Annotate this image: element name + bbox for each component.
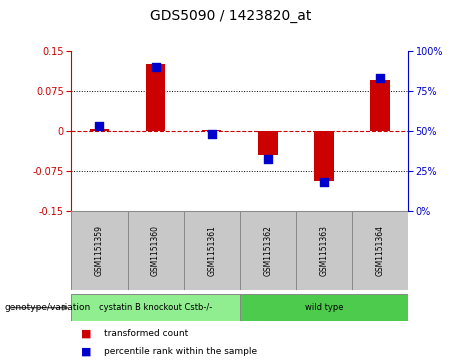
Point xyxy=(152,64,160,70)
Bar xyxy=(71,211,128,290)
Bar xyxy=(370,80,390,131)
Point xyxy=(320,179,327,185)
Point xyxy=(264,156,272,162)
Bar xyxy=(258,131,278,155)
Text: GSM1151361: GSM1151361 xyxy=(207,225,216,276)
Bar xyxy=(90,129,109,131)
Text: percentile rank within the sample: percentile rank within the sample xyxy=(104,347,257,356)
Bar xyxy=(183,211,240,290)
Text: GDS5090 / 1423820_at: GDS5090 / 1423820_at xyxy=(150,9,311,23)
Text: ■: ■ xyxy=(81,329,91,339)
Bar xyxy=(202,130,221,131)
Text: GSM1151363: GSM1151363 xyxy=(319,225,328,276)
Text: cystatin B knockout Cstb-/-: cystatin B knockout Cstb-/- xyxy=(99,303,212,312)
Point xyxy=(376,75,384,81)
Text: ■: ■ xyxy=(81,347,91,357)
Bar xyxy=(128,211,183,290)
Point xyxy=(208,131,215,137)
Text: wild type: wild type xyxy=(305,303,343,312)
Text: GSM1151362: GSM1151362 xyxy=(263,225,272,276)
Bar xyxy=(71,294,240,321)
Text: GSM1151360: GSM1151360 xyxy=(151,225,160,276)
Bar xyxy=(352,211,408,290)
Bar xyxy=(146,64,165,131)
Bar xyxy=(240,211,296,290)
Text: GSM1151359: GSM1151359 xyxy=(95,225,104,276)
Text: transformed count: transformed count xyxy=(104,329,188,338)
Bar xyxy=(314,131,334,181)
Text: genotype/variation: genotype/variation xyxy=(5,303,91,312)
Point xyxy=(96,123,103,129)
Bar xyxy=(296,211,352,290)
Text: GSM1151364: GSM1151364 xyxy=(375,225,384,276)
Bar xyxy=(240,294,408,321)
